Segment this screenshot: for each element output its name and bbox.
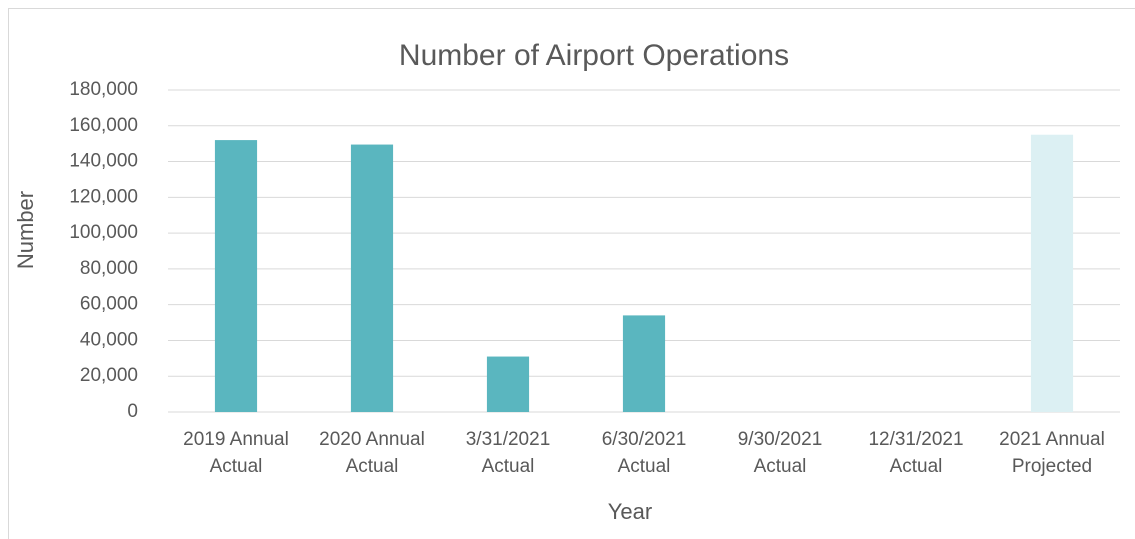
x-axis-label: Year bbox=[608, 499, 652, 524]
x-tick-label: 2020 Annual Actual bbox=[319, 429, 425, 477]
x-tick-line: Actual bbox=[210, 456, 263, 477]
bar bbox=[1030, 134, 1074, 412]
x-tick-label: 9/30/2021 Actual bbox=[738, 429, 823, 477]
y-tick-label: 160,000 bbox=[69, 115, 138, 136]
bar bbox=[486, 356, 530, 412]
x-tick-line: 6/30/2021 bbox=[602, 429, 687, 450]
x-tick-line: Actual bbox=[346, 456, 399, 477]
y-tick-label: 40,000 bbox=[80, 329, 138, 350]
x-tick-label: 12/31/2021 Actual bbox=[868, 429, 963, 477]
x-tick-label: 6/30/2021 Actual bbox=[602, 429, 687, 477]
y-tick-label: 100,000 bbox=[69, 222, 138, 243]
x-tick-line: Actual bbox=[754, 456, 807, 477]
y-tick-label: 120,000 bbox=[69, 186, 138, 207]
x-tick-line: 3/31/2021 bbox=[466, 429, 551, 450]
x-tick-line: 2020 Annual bbox=[319, 429, 425, 450]
chart-border bbox=[8, 8, 1135, 539]
x-tick-line: Projected bbox=[1012, 456, 1092, 477]
x-tick-label: 2021 Annual Projected bbox=[999, 429, 1105, 477]
x-tick-line: Actual bbox=[482, 456, 535, 477]
bar bbox=[350, 144, 394, 413]
y-tick-label: 0 bbox=[127, 401, 138, 422]
x-tick-line: 2021 Annual bbox=[999, 429, 1105, 450]
x-tick-line: 9/30/2021 bbox=[738, 429, 823, 450]
x-tick-line: 12/31/2021 bbox=[868, 429, 963, 450]
chart-title: Number of Airport Operations bbox=[399, 39, 789, 72]
y-tick-label: 20,000 bbox=[80, 365, 138, 386]
bar bbox=[214, 140, 258, 413]
x-tick-label: 3/31/2021 Actual bbox=[466, 429, 551, 477]
y-tick-label: 140,000 bbox=[69, 151, 138, 172]
bar bbox=[622, 315, 666, 412]
x-tick-line: 2019 Annual bbox=[183, 429, 289, 450]
x-tick-line: Actual bbox=[890, 456, 943, 477]
y-tick-label: 180,000 bbox=[69, 79, 138, 100]
x-tick-label: 2019 Annual Actual bbox=[183, 429, 289, 477]
y-axis-label: Number bbox=[13, 191, 38, 269]
y-tick-label: 80,000 bbox=[80, 258, 138, 279]
y-tick-label: 60,000 bbox=[80, 294, 138, 315]
x-tick-line: Actual bbox=[618, 456, 671, 477]
